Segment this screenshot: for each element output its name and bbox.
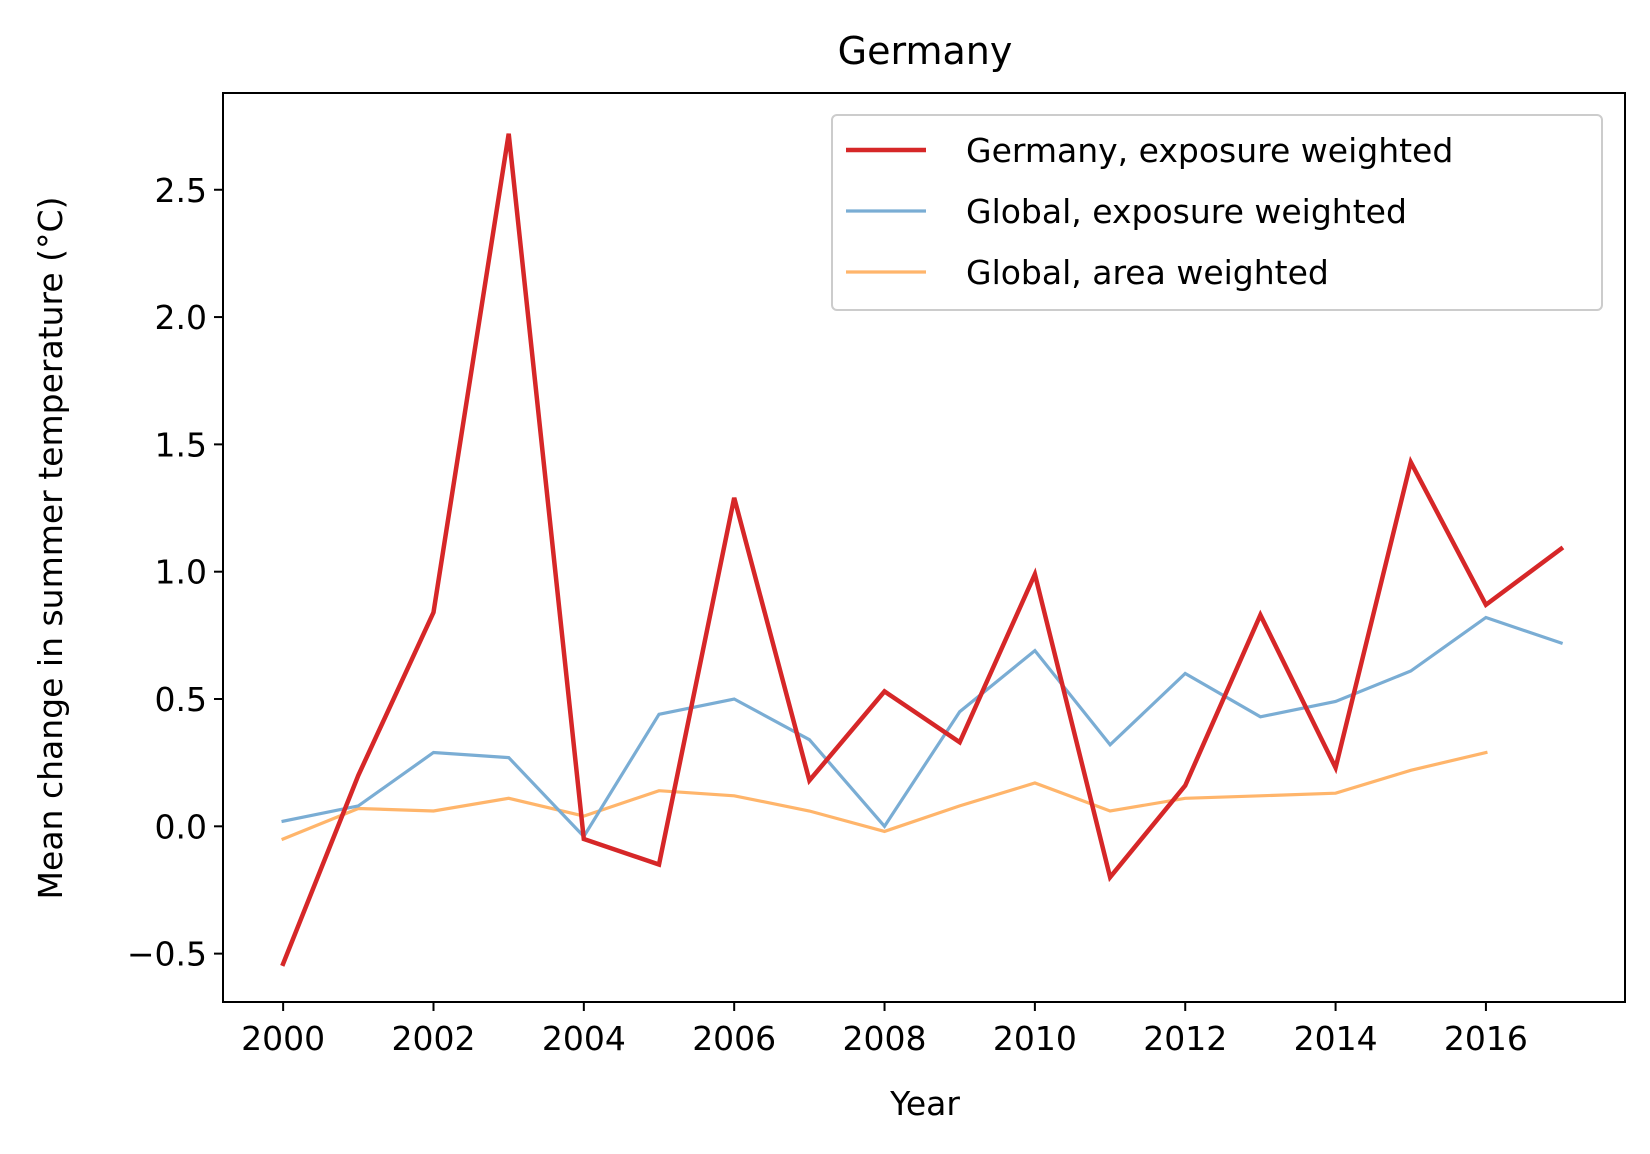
x-tick-label: 2010 <box>993 1019 1077 1058</box>
y-tick-label: 2.5 <box>155 171 207 210</box>
y-tick-label: −0.5 <box>127 935 207 974</box>
x-tick-label: 2012 <box>1143 1019 1227 1058</box>
plot-frame <box>222 92 1626 1003</box>
y-tick-label: 1.5 <box>155 425 207 464</box>
y-tick-label: 0.0 <box>155 807 207 846</box>
x-tick-label: 2000 <box>241 1019 325 1058</box>
legend-box <box>831 114 1603 311</box>
y-tick-label: 2.0 <box>155 298 207 337</box>
series-line-3 <box>281 750 1488 842</box>
legend-label: Global, area weighted <box>966 253 1329 292</box>
y-axis-label: Mean change in summer temperature (°C) <box>31 197 70 900</box>
x-tick-label: 2016 <box>1444 1019 1528 1058</box>
x-tick-label: 2014 <box>1294 1019 1378 1058</box>
x-tick-label: 2006 <box>692 1019 776 1058</box>
plot-layer: 2000 2002 2004 2006 2008 2010 2012 2014 2016 −0.5… <box>127 92 1626 1058</box>
x-tick-label: 2002 <box>391 1019 475 1058</box>
y-tick-label: 1.0 <box>155 553 207 592</box>
series-line-2 <box>281 615 1564 840</box>
x-tick-label: 2008 <box>843 1019 927 1058</box>
legend-label: Germany, exposure weighted <box>966 131 1453 170</box>
y-tick-label: 0.5 <box>155 680 207 719</box>
legend-label: Global, exposure weighted <box>966 192 1407 231</box>
chart-title: Germany <box>838 29 1013 73</box>
series-line-1 <box>280 133 1565 967</box>
x-axis-label: Year <box>889 1084 960 1123</box>
x-tick-label: 2004 <box>542 1019 626 1058</box>
